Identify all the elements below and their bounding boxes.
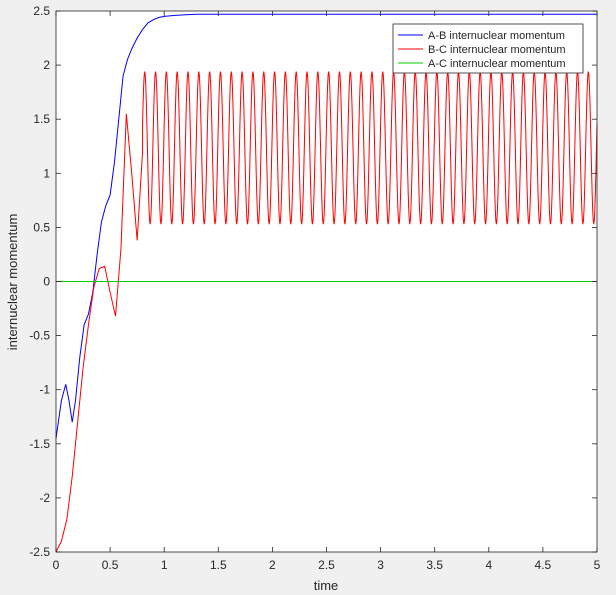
series-line-0 xyxy=(55,13,597,439)
y-tick-label: 0.5 xyxy=(33,220,50,234)
y-tick-label: -1 xyxy=(39,383,50,397)
y-tick-label: -1.5 xyxy=(29,437,50,451)
y-tick-label: 2.5 xyxy=(33,4,50,18)
series-line-1 xyxy=(55,71,598,553)
x-tick-label: 5 xyxy=(594,558,601,572)
legend-label: A-B internuclear momentum xyxy=(428,30,565,42)
x-tick-label: 2 xyxy=(269,558,276,572)
y-tick-label: 2 xyxy=(43,58,50,72)
tick-layer: 0 0.5 1 1.5 2 2.5 3 3.5 4 4.5 5 -2.5 -2 -1.5 -1 -0.5 0 0.… xyxy=(29,4,600,572)
y-tick-label: 1.5 xyxy=(33,112,50,126)
series-layer xyxy=(55,13,598,553)
x-tick-label: 1 xyxy=(161,558,168,572)
y-tick-label: 1 xyxy=(43,166,50,180)
legend-box xyxy=(392,23,584,74)
plot-frame xyxy=(55,10,598,553)
x-tick-label: 3.5 xyxy=(426,558,443,572)
x-tick-label: 4 xyxy=(485,558,492,572)
y-axis-label: internuclear momentum xyxy=(5,214,20,351)
legend-label: B-C internuclear momentum xyxy=(428,44,566,56)
legend-label: A-C internuclear momentum xyxy=(428,58,566,70)
legend: A-B internuclear momentum B-C internuclea… xyxy=(392,23,584,74)
y-tick-label: 0 xyxy=(43,275,50,289)
x-tick-label: 0.5 xyxy=(102,558,119,572)
x-tick-label: 3 xyxy=(377,558,384,572)
y-tick-label: -2.5 xyxy=(29,545,50,559)
x-tick-label: 0 xyxy=(53,558,60,572)
y-tick-label: -0.5 xyxy=(29,329,50,343)
x-axis-label: time xyxy=(314,578,339,593)
x-tick-label: 2.5 xyxy=(318,558,335,572)
x-tick-label: 1.5 xyxy=(210,558,227,572)
y-tick-label: -2 xyxy=(39,491,50,505)
x-tick-label: 4.5 xyxy=(535,558,552,572)
